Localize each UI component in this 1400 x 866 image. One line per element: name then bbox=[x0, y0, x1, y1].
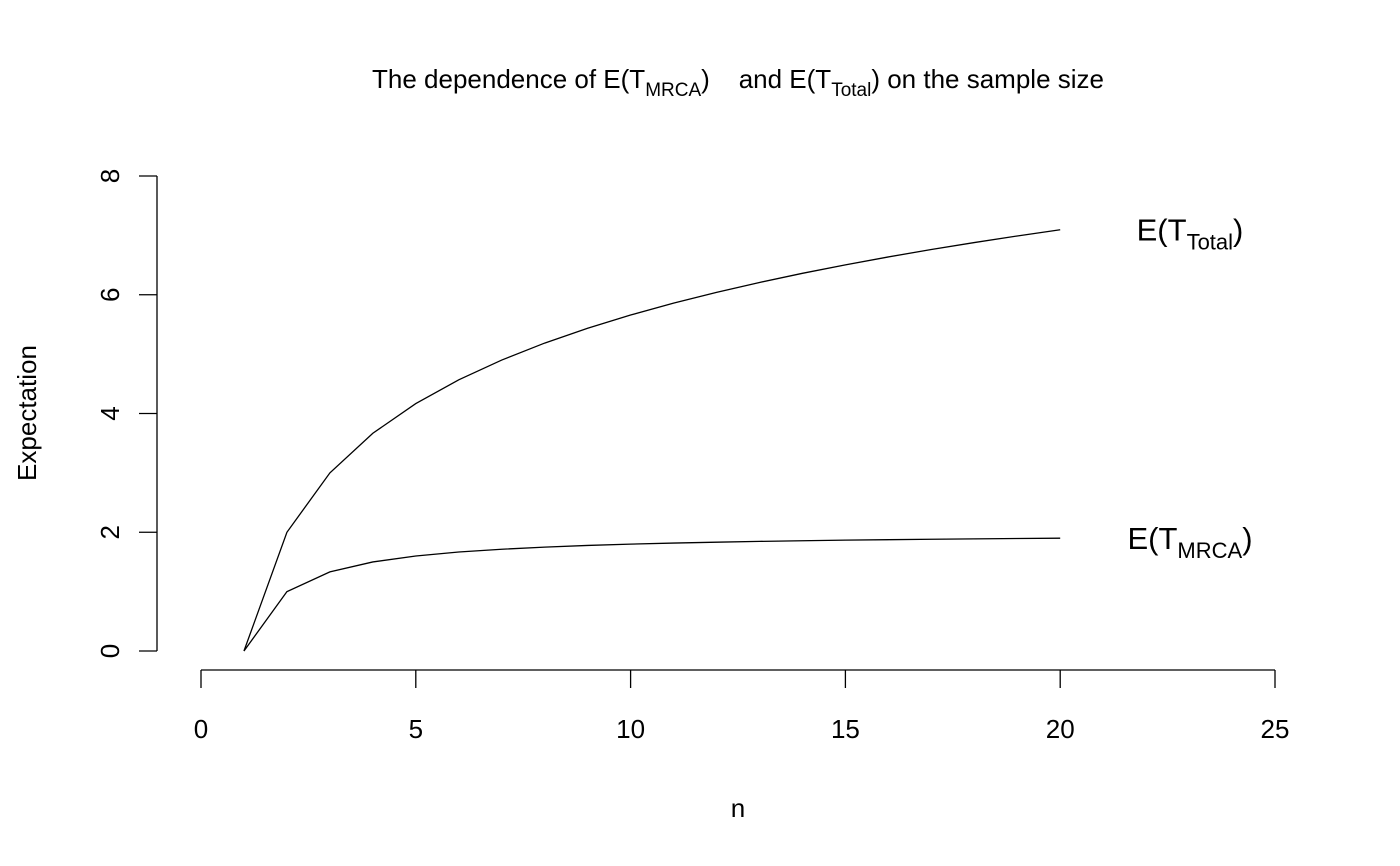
series-line-0 bbox=[243, 229, 1061, 652]
x-tick-label: 20 bbox=[1046, 714, 1075, 744]
series-label-1: E(TMRCA) bbox=[1127, 521, 1252, 563]
series-label-subscript: MRCA bbox=[1177, 538, 1242, 563]
axes: 0 5 10 15 20 25 0 2 4 6 8 bbox=[95, 169, 1289, 744]
x-tick-label: 5 bbox=[409, 714, 423, 744]
y-tick-label: 4 bbox=[95, 406, 125, 420]
chart-title-part: The dependence of E(T bbox=[372, 64, 645, 94]
chart-title-part: ) and E(T bbox=[701, 64, 831, 94]
x-axis-label: n bbox=[731, 793, 745, 823]
x-tick-label: 25 bbox=[1261, 714, 1290, 744]
x-tick-label: 15 bbox=[831, 714, 860, 744]
series-labels: E(TTotal)E(TMRCA) bbox=[1127, 213, 1252, 563]
y-tick-label: 6 bbox=[95, 288, 125, 302]
series-lines bbox=[243, 229, 1061, 652]
chart-title-subscript: MRCA bbox=[645, 80, 701, 101]
series-label-text: ) bbox=[1242, 521, 1252, 556]
series-line-1 bbox=[243, 537, 1061, 652]
series-label-0: E(TTotal) bbox=[1137, 213, 1244, 255]
y-tick-label: 8 bbox=[95, 169, 125, 183]
chart-title-subscript: Total bbox=[831, 80, 871, 101]
series-label-subscript: Total bbox=[1187, 230, 1233, 255]
x-tick-label: 0 bbox=[194, 714, 208, 744]
series-label-text: ) bbox=[1233, 213, 1243, 248]
series-label-text: E(T bbox=[1127, 521, 1177, 556]
x-tick-label: 10 bbox=[616, 714, 645, 744]
y-axis-label: Expectation bbox=[12, 345, 42, 481]
chart-title-part: ) on the sample size bbox=[871, 64, 1104, 94]
series-label-text: E(T bbox=[1137, 213, 1187, 248]
y-tick-label: 2 bbox=[95, 525, 125, 539]
y-tick-label: 0 bbox=[95, 644, 125, 658]
chart-title: The dependence of E(TMRCA) and E(TTotal)… bbox=[372, 64, 1104, 101]
